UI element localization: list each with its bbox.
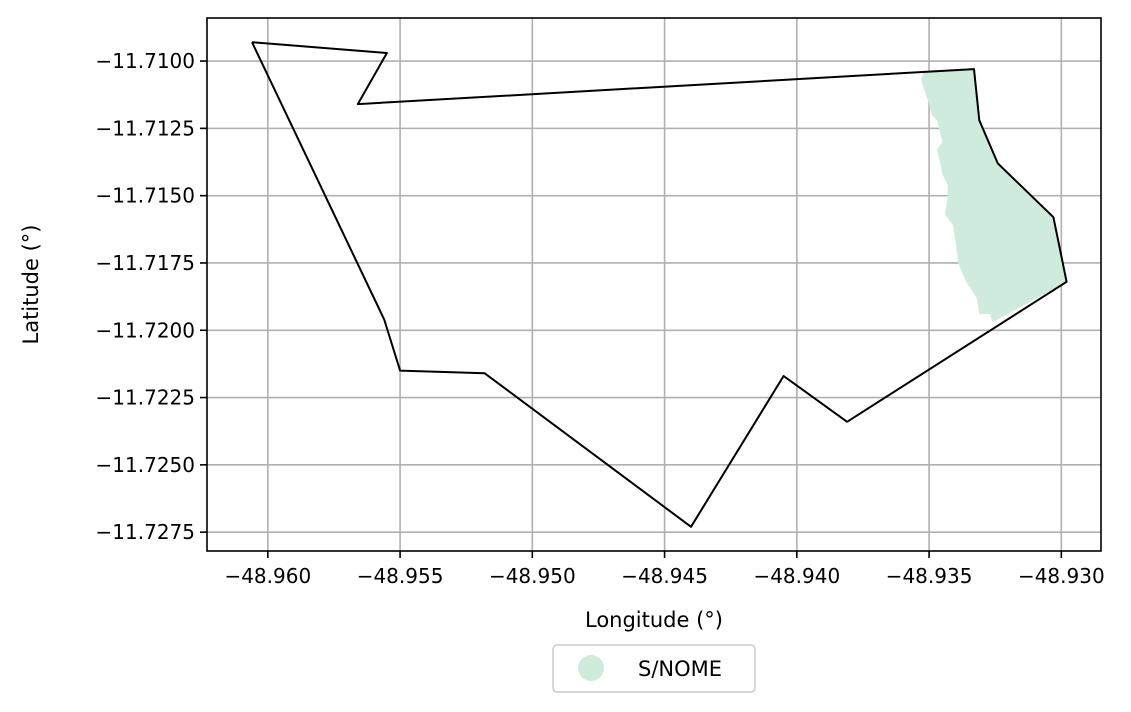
x-tick-label: −48.940	[753, 564, 840, 588]
x-tick-label: −48.945	[621, 564, 708, 588]
y-tick-label: −11.7275	[96, 520, 195, 544]
x-tick-label: −48.930	[1018, 564, 1105, 588]
y-tick-label: −11.7200	[96, 318, 195, 342]
legend: S/NOME	[552, 644, 756, 693]
y-tick-label: −11.7250	[96, 453, 195, 477]
boundary-outline	[251, 41, 1068, 528]
x-tick-label: −48.950	[489, 564, 576, 588]
legend-label-s-nome: S/NOME	[638, 657, 722, 681]
x-tick-label: −48.955	[357, 564, 444, 588]
y-tick-label: −11.7150	[96, 184, 195, 208]
x-axis-label: Longitude (°)	[585, 608, 723, 632]
y-axis-label: Latitude (°)	[19, 225, 43, 345]
axes-frame	[206, 17, 1102, 552]
y-tick-label: −11.7100	[96, 49, 195, 73]
axis-ticks: −48.960 −48.955 −48.950 −48.945 −48.940 −48.9…	[96, 49, 1105, 588]
area-s-nome	[921, 69, 1067, 323]
y-tick-label: −11.7175	[96, 251, 195, 275]
legend-marker-s-nome	[578, 655, 604, 681]
y-tick-label: −11.7125	[96, 116, 195, 140]
x-tick-label: −48.935	[886, 564, 973, 588]
map-data	[251, 41, 1068, 528]
legend-box	[552, 644, 756, 693]
x-tick-label: −48.960	[224, 564, 311, 588]
y-tick-label: −11.7225	[96, 386, 195, 410]
